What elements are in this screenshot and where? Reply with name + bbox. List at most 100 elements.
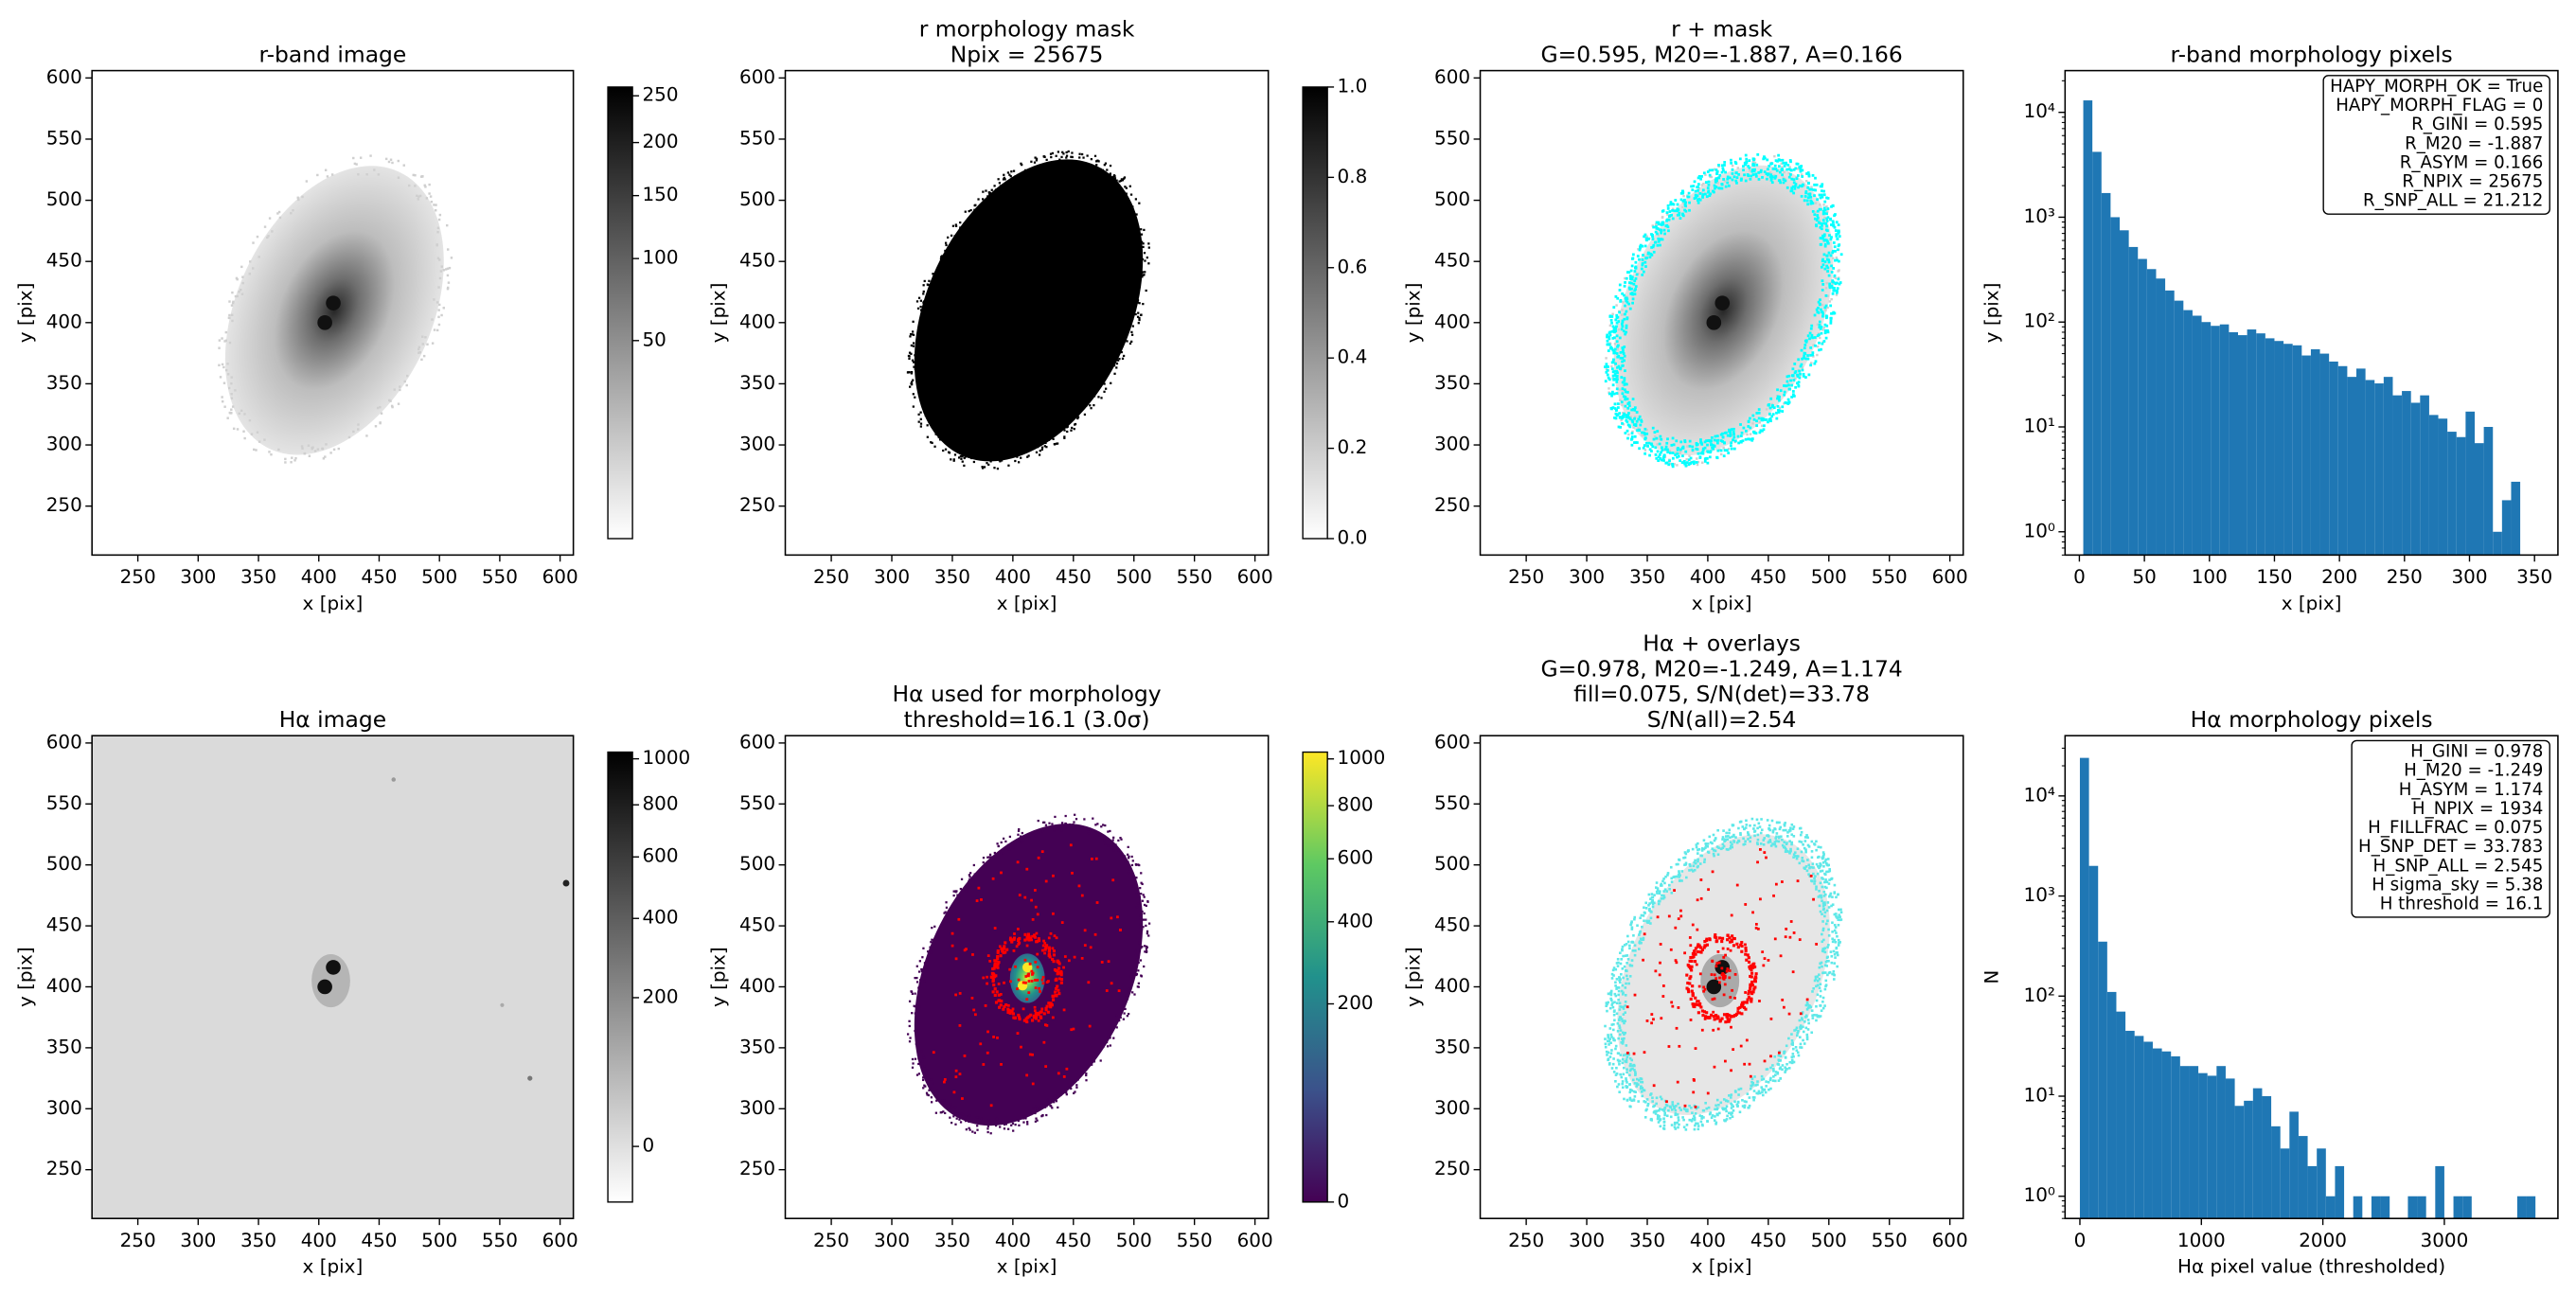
pixel	[1668, 450, 1672, 452]
pixel	[1752, 169, 1756, 173]
pixel	[1732, 175, 1736, 179]
pixel	[1699, 878, 1703, 881]
pixel	[1781, 1064, 1785, 1067]
pixel	[1706, 842, 1710, 845]
pixel	[926, 965, 930, 967]
pixel	[1735, 883, 1739, 887]
pixel	[1751, 173, 1755, 176]
pixel	[1619, 951, 1622, 955]
pixel	[249, 260, 252, 263]
pixel	[1715, 169, 1719, 173]
bar	[2143, 1041, 2153, 1219]
pixel	[1737, 172, 1741, 176]
pixel	[1105, 1040, 1109, 1044]
pixel	[1608, 1006, 1612, 1010]
pixel	[1129, 193, 1133, 196]
pixel	[932, 275, 935, 278]
pixel	[252, 267, 255, 270]
pixel	[414, 185, 417, 187]
pixel	[1694, 1002, 1697, 1006]
pixel	[1795, 1026, 1799, 1030]
pixel	[1709, 1013, 1714, 1017]
pixel	[995, 990, 999, 994]
pixel	[1051, 1098, 1055, 1102]
pixel	[1033, 889, 1037, 892]
pixel	[1753, 829, 1757, 833]
pixel	[1810, 850, 1814, 853]
pixel	[435, 328, 439, 332]
pixel	[1145, 904, 1147, 907]
pixel	[1809, 199, 1813, 203]
pixel	[975, 899, 979, 902]
pixel	[1758, 1091, 1762, 1095]
pixel	[1768, 417, 1771, 421]
pixel	[1687, 195, 1691, 199]
pixel	[1820, 265, 1823, 269]
pixel	[1801, 860, 1803, 862]
pixel	[1818, 193, 1821, 197]
pixel	[1798, 1019, 1802, 1022]
pixel	[1752, 1096, 1756, 1099]
pixel	[982, 976, 986, 980]
pixel	[996, 950, 1000, 954]
pixel	[1608, 1039, 1611, 1043]
pixel	[1127, 860, 1129, 863]
pixel	[1043, 166, 1046, 168]
pixel	[1000, 871, 1003, 875]
pixel	[324, 168, 328, 171]
pixel	[429, 195, 433, 198]
pixel	[1686, 445, 1689, 448]
pixel	[1755, 424, 1759, 427]
pixel	[1639, 930, 1642, 933]
pixel	[958, 446, 962, 449]
pixel	[1630, 408, 1634, 412]
pixel	[1826, 901, 1830, 904]
pixel	[1617, 993, 1620, 997]
pixel	[1821, 860, 1825, 864]
pixel	[1702, 847, 1706, 851]
pixel	[1138, 895, 1141, 898]
pixel	[1611, 370, 1615, 374]
pixel	[1732, 936, 1735, 941]
pixel	[1025, 1073, 1029, 1077]
pixel	[1813, 879, 1817, 883]
pixel	[1775, 821, 1779, 824]
pixel	[1751, 422, 1754, 425]
pixel	[1640, 418, 1643, 422]
pixel	[1684, 464, 1688, 468]
pixel	[1012, 937, 1016, 942]
bar	[2174, 300, 2184, 556]
pixel	[976, 457, 980, 460]
pixel	[1818, 986, 1821, 989]
bar	[2088, 865, 2099, 1219]
pixel	[1629, 1105, 1632, 1108]
pixel	[1805, 869, 1809, 873]
pixel	[1821, 965, 1823, 968]
pixel	[1743, 842, 1747, 846]
pixel	[1797, 381, 1801, 384]
y-tick-label: 10²	[2024, 310, 2055, 332]
pixel	[1643, 452, 1647, 455]
pixel	[1657, 221, 1661, 224]
pixel	[1144, 271, 1146, 274]
pixel	[1655, 221, 1659, 224]
pixel	[1786, 382, 1789, 385]
pixel	[1815, 223, 1818, 227]
pixel	[1622, 301, 1625, 304]
pixel	[1820, 227, 1823, 231]
pixel	[224, 330, 228, 334]
pixel	[1796, 1031, 1800, 1035]
pixel	[1796, 168, 1800, 170]
pixel	[1771, 1079, 1775, 1082]
pixel	[1822, 222, 1826, 225]
pixel	[267, 235, 270, 238]
pixel	[1699, 438, 1702, 441]
y-tick-label: 500	[1434, 852, 1470, 875]
pixel	[1773, 154, 1776, 158]
pixel	[1776, 408, 1780, 412]
pixel	[1627, 982, 1630, 985]
pixel	[1784, 850, 1787, 854]
pixel	[1694, 1105, 1697, 1108]
pixel	[1820, 242, 1823, 246]
pixel	[1748, 437, 1751, 441]
